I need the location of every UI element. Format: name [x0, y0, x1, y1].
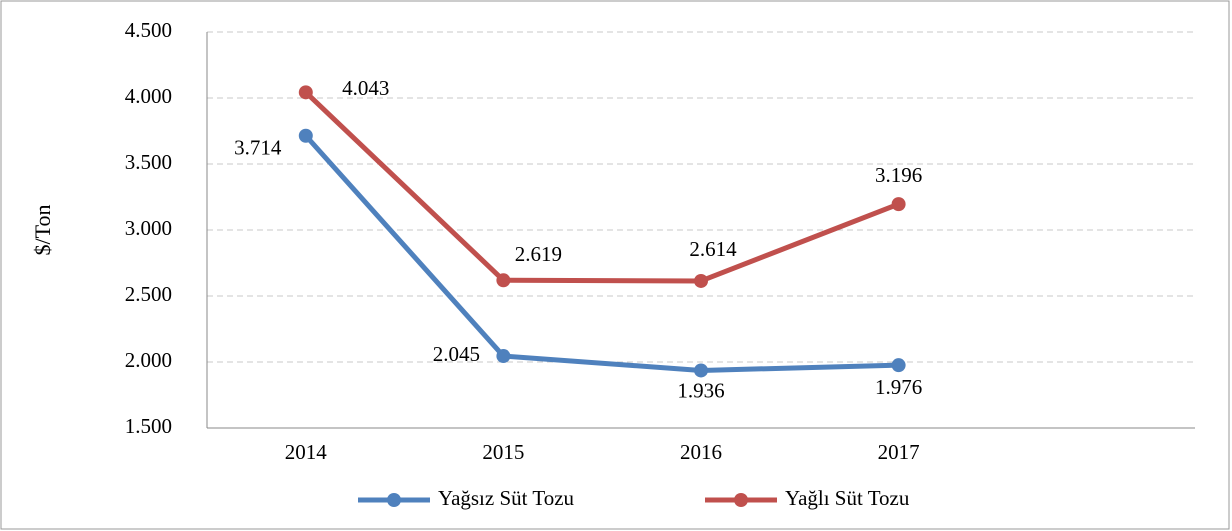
legend-marker — [387, 493, 401, 507]
legend-marker — [734, 493, 748, 507]
point — [694, 363, 708, 378]
legend-label: Yağlı Süt Tozu — [785, 486, 910, 510]
series-line — [304, 90, 900, 284]
point — [496, 349, 511, 364]
y-tick-label: 3.000 — [125, 216, 172, 240]
x-tick-label: 2014 — [285, 440, 328, 464]
x-tick-label: 2015 — [482, 440, 524, 464]
data-label: 3.714 — [234, 136, 282, 160]
x-tick-label: 2016 — [680, 440, 722, 464]
data-label: 2.045 — [433, 342, 480, 366]
data-label: 1.936 — [677, 378, 724, 402]
point — [298, 128, 313, 143]
point — [298, 85, 313, 100]
y-tick-label: 2.000 — [125, 348, 172, 372]
y-axis-title: $/Ton — [30, 204, 55, 255]
data-label: 3.196 — [875, 163, 922, 187]
data-label: 2.614 — [689, 237, 737, 261]
legend-label: Yağsız Süt Tozu — [438, 486, 575, 510]
data-label: 1.976 — [875, 375, 922, 399]
y-tick-label: 3.500 — [125, 150, 172, 174]
point — [496, 273, 511, 288]
series-line — [303, 134, 899, 373]
y-tick-label: 1.500 — [125, 414, 172, 438]
point — [891, 358, 906, 373]
y-tick-label: 2.500 — [125, 282, 172, 306]
point — [694, 273, 708, 288]
data-label: 4.043 — [342, 76, 389, 100]
y-tick-label: 4.500 — [125, 18, 172, 42]
point — [891, 197, 906, 212]
data-label: 2.619 — [515, 242, 562, 266]
y-tick-label: 4.000 — [125, 84, 172, 108]
x-tick-label: 2017 — [878, 440, 920, 464]
